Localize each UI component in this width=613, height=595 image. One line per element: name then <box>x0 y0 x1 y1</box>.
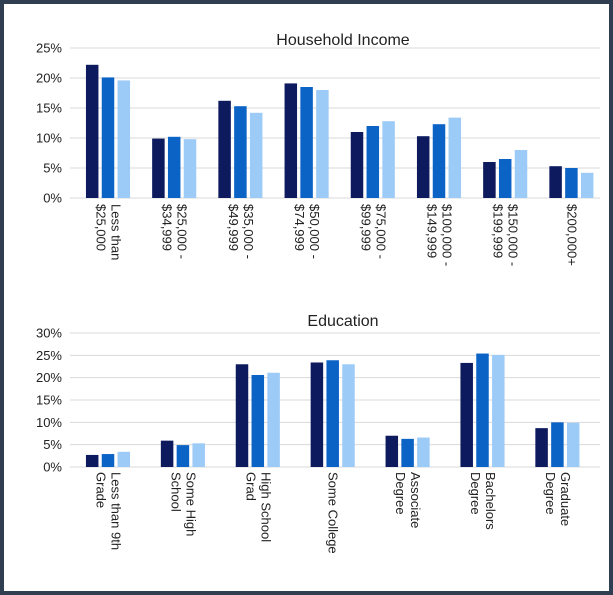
bar <box>448 117 462 198</box>
bar <box>152 138 165 198</box>
bar <box>160 440 174 467</box>
category-label: $99,999 <box>358 204 373 251</box>
category-label: School <box>168 472 183 512</box>
chart-title: Education <box>307 313 378 330</box>
bar <box>183 139 197 198</box>
bar <box>350 132 364 198</box>
chart-0: Household Income 0% 5% 10% 15% 20% 25% Less tha… <box>36 32 600 266</box>
bar <box>176 445 190 467</box>
y-tick-label: 30% <box>36 326 62 341</box>
category-label: $75,000 - <box>373 204 388 259</box>
category-label: Less than <box>109 204 124 260</box>
bar <box>535 428 548 467</box>
bar <box>549 166 562 198</box>
bar <box>101 454 115 467</box>
category-label: $150,000 - <box>506 204 521 266</box>
bar <box>284 83 298 198</box>
y-tick-label: 10% <box>36 415 62 430</box>
y-tick-label: 0% <box>43 191 62 206</box>
category-label: Degree <box>543 472 558 515</box>
bar <box>460 362 473 467</box>
category-label: Bachelors <box>483 472 498 530</box>
y-tick-label: 5% <box>43 437 62 452</box>
bar <box>117 80 131 198</box>
y-tick-label: 20% <box>36 71 62 86</box>
bar <box>401 438 414 467</box>
category-label: Degree <box>393 472 408 515</box>
chart-1: Education 0% 5% 10% 15% 20% 25% 30% Less than 9t… <box>36 313 600 554</box>
y-tick-label: 20% <box>36 370 62 385</box>
category-label: Some High <box>183 472 198 536</box>
bar <box>416 136 430 198</box>
category-label: Less than 9th <box>109 472 124 550</box>
bar <box>85 454 99 467</box>
bar <box>235 364 249 467</box>
y-tick-label: 25% <box>36 348 62 363</box>
bar <box>316 90 329 198</box>
category-label: $74,999 <box>292 204 307 251</box>
category-label: Grade <box>94 472 109 508</box>
category-label: $25,000 - <box>175 204 190 259</box>
bar <box>85 64 99 198</box>
category-label: $199,999 <box>491 204 506 258</box>
bar <box>310 362 324 467</box>
bar <box>483 162 496 198</box>
category-label: $50,000 - <box>307 204 322 259</box>
category-label: $25,000 <box>94 204 109 251</box>
bar <box>101 77 115 198</box>
category-label: High School <box>258 472 273 542</box>
chart-panel: Household Income 0% 5% 10% 15% 20% 25% Less tha… <box>4 4 609 591</box>
category-label: $200,000+ <box>564 204 579 266</box>
bar <box>249 112 263 198</box>
bar <box>417 437 430 467</box>
bar <box>566 422 580 467</box>
y-tick-label: 10% <box>36 131 62 146</box>
bar <box>498 159 512 198</box>
y-tick-label: 5% <box>43 161 62 176</box>
bar <box>192 443 205 467</box>
category-label: Grad <box>243 472 258 501</box>
bar <box>514 150 528 198</box>
bar <box>432 124 446 198</box>
category-label: $35,000 - <box>241 204 256 259</box>
bar <box>366 126 380 198</box>
bar <box>382 121 395 198</box>
charts-svg: Household Income 0% 5% 10% 15% 20% 25% Less tha… <box>36 32 600 554</box>
y-tick-label: 25% <box>36 41 62 56</box>
y-tick-label: 15% <box>36 101 62 116</box>
category-label: Some College <box>326 472 341 554</box>
category-label: Graduate <box>558 472 573 526</box>
bar <box>251 374 265 467</box>
category-label: Degree <box>468 472 483 515</box>
category-label: $49,999 <box>226 204 241 251</box>
bar <box>234 106 247 198</box>
y-tick-label: 15% <box>36 393 62 408</box>
bar <box>300 87 313 198</box>
category-label: $100,000 - <box>440 204 455 266</box>
category-label: $149,999 <box>425 204 440 258</box>
bar <box>492 354 505 467</box>
bar <box>476 353 489 467</box>
bar <box>551 422 564 467</box>
bar <box>565 168 578 198</box>
chart-title: Household Income <box>276 32 410 49</box>
category-label: Associate <box>408 472 423 528</box>
bar <box>267 372 280 467</box>
bar <box>117 451 131 467</box>
category-label: $34,999 <box>160 204 175 251</box>
bar <box>342 364 355 467</box>
bar <box>326 360 339 467</box>
y-tick-label: 0% <box>43 460 62 475</box>
bar <box>218 100 231 198</box>
bar <box>580 172 594 198</box>
bar <box>385 435 399 467</box>
bar <box>167 136 181 198</box>
